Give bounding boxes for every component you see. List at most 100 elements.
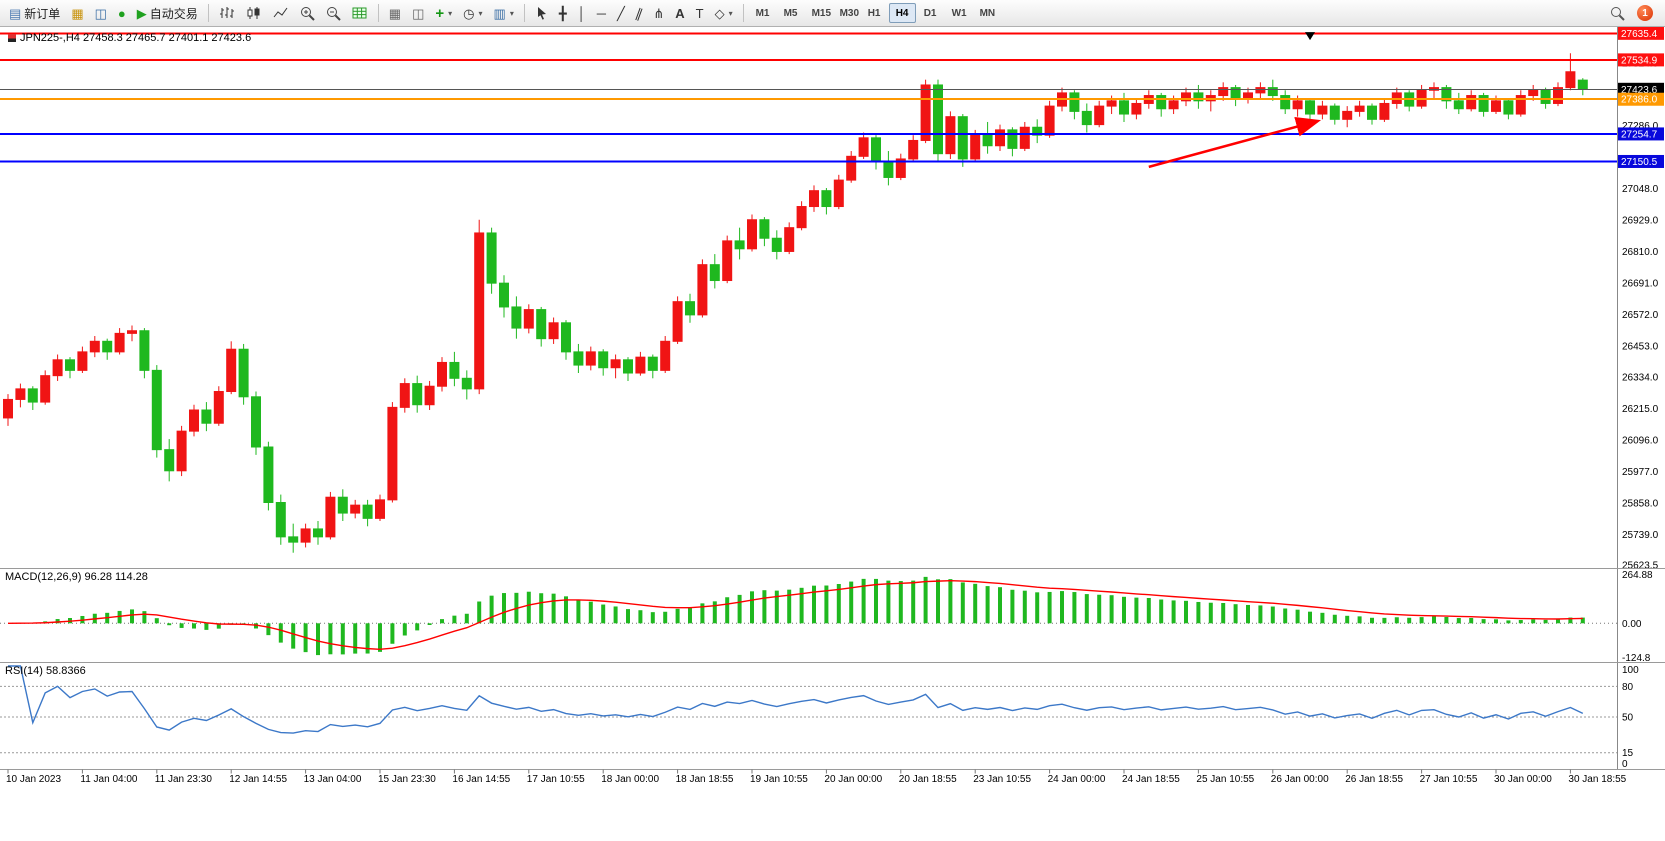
toolbar-separator <box>207 4 209 22</box>
shapes-icon: ◇ <box>714 5 725 21</box>
grid-icon <box>352 7 367 19</box>
search-button[interactable] <box>1605 2 1630 24</box>
profiles-icon: ● <box>117 5 126 21</box>
zoom-in-button[interactable] <box>295 2 320 24</box>
price-scale-label: 27048.0 <box>1622 184 1659 195</box>
candlestick-chart-button[interactable] <box>241 2 267 24</box>
label-tool-button[interactable]: T <box>691 2 709 24</box>
tile-windows-button[interactable]: ▦ <box>384 2 406 24</box>
period-menu-button[interactable]: ◷ ▾ <box>458 2 487 24</box>
zoom-out-icon <box>326 6 341 21</box>
notification-badge[interactable]: 1 <box>1637 5 1653 21</box>
candlestick-chart-icon <box>247 7 260 19</box>
price-scale-label: 26691.0 <box>1622 278 1659 289</box>
price-scale-label: 25858.0 <box>1622 499 1659 510</box>
time-axis-label: 15 Jan 23:30 <box>378 774 436 785</box>
cursor-tool-button[interactable] <box>530 2 553 24</box>
time-axis-label: 12 Jan 14:55 <box>229 774 287 785</box>
timeframe-d1[interactable]: D1 <box>917 3 944 23</box>
horizontal-line-tool-button[interactable]: ─ <box>592 2 611 24</box>
channel-tool-button[interactable]: ∥ <box>631 2 648 24</box>
market-watch-button[interactable]: ▦ <box>66 2 88 24</box>
trendline-icon: ╱ <box>617 5 625 21</box>
vertical-line-icon: │ <box>577 5 586 21</box>
fibonacci-tool-button[interactable]: ⋔ <box>648 2 669 24</box>
new-chart-button[interactable]: ◫ <box>90 2 112 24</box>
price-box-label: 27254.7 <box>1621 129 1658 140</box>
timeframe-h1[interactable]: H1 <box>861 3 888 23</box>
time-axis-label: 16 Jan 14:55 <box>452 774 510 785</box>
add-indicator-button[interactable]: + ▾ <box>430 2 457 24</box>
grid-toggle-button[interactable] <box>347 2 373 24</box>
price-box-27423.6 <box>1618 82 1664 96</box>
rsi-scale-min: 0 <box>1622 759 1628 770</box>
time-axis-label: 27 Jan 10:55 <box>1420 774 1478 785</box>
macd-panel-layer: 264.88 0.00 -124.8 <box>0 570 1653 664</box>
cascade-windows-button[interactable]: ◫ <box>407 2 429 24</box>
price-box-27534.9 <box>1618 53 1664 67</box>
macd-scale-zero: 0.00 <box>1622 619 1642 630</box>
toolbar-separator <box>523 4 525 22</box>
price-scale-label: 26810.0 <box>1622 247 1659 258</box>
trend-arrow[interactable] <box>1148 117 1322 169</box>
new-order-icon: ▤ <box>9 5 22 21</box>
price-scale-label: 26215.0 <box>1622 404 1659 415</box>
arrow-down-marker[interactable] <box>1305 32 1315 41</box>
price-box-label: 27150.5 <box>1621 157 1658 168</box>
price-axis-layer: 27524.027286.027048.026929.026810.026691… <box>0 26 1665 770</box>
timeframe-mn[interactable]: MN <box>973 3 1000 23</box>
time-axis-label: 30 Jan 18:55 <box>1568 774 1626 785</box>
toolbar-separator <box>742 4 744 22</box>
chart-area: 27524.027286.027048.026929.026810.026691… <box>0 26 1665 836</box>
crosshair-tool-button[interactable]: ╋ <box>554 2 572 24</box>
bar-chart-icon <box>219 7 234 18</box>
toolbar-separator <box>377 4 379 22</box>
price-scale-label: 27286.0 <box>1622 121 1659 132</box>
price-scale-label: 26453.0 <box>1622 341 1659 352</box>
price-box-label: 27386.0 <box>1621 95 1658 106</box>
time-axis-label: 24 Jan 00:00 <box>1048 774 1106 785</box>
shapes-tool-button[interactable]: ◇ ▾ <box>710 2 738 24</box>
time-axis-label: 19 Jan 10:55 <box>750 774 808 785</box>
timeframe-m30[interactable]: M30 <box>833 3 860 23</box>
timeframe-m5[interactable]: M5 <box>777 3 804 23</box>
timeframe-h4[interactable]: H4 <box>888 3 916 23</box>
template-menu-button[interactable]: ▥ ▾ <box>489 2 519 24</box>
price-box-27635.4 <box>1618 26 1664 40</box>
time-axis-label: 26 Jan 00:00 <box>1271 774 1329 785</box>
line-chart-button[interactable] <box>268 2 294 24</box>
text-icon: A <box>675 5 685 21</box>
price-scale-label: 25739.0 <box>1622 530 1659 541</box>
new-chart-icon: ◫ <box>94 5 107 21</box>
price-scale-label: 25977.0 <box>1622 467 1659 478</box>
price-scale-label: 26334.0 <box>1622 373 1659 384</box>
trendline-tool-button[interactable]: ╱ <box>612 2 630 24</box>
zoom-in-icon <box>300 6 315 21</box>
tile-windows-icon: ▦ <box>388 5 402 21</box>
price-scale-label: 25623.5 <box>1622 561 1659 572</box>
rsi-scale-max: 100 <box>1622 665 1639 676</box>
chart-canvas[interactable]: 27524.027286.027048.026929.026810.026691… <box>0 26 1665 836</box>
time-axis-label: 11 Jan 04:00 <box>80 774 138 785</box>
vertical-line-tool-button[interactable]: │ <box>573 2 591 24</box>
rsi-scale-15: 15 <box>1622 748 1634 759</box>
price-scale-label: 26929.0 <box>1622 216 1659 227</box>
auto-trading-button[interactable]: ▶ 自动交易 <box>132 2 203 24</box>
macd-histogram <box>18 576 1585 656</box>
timeframe-w1[interactable]: W1 <box>945 3 972 23</box>
zoom-out-button[interactable] <box>321 2 346 24</box>
rsi-scale-80: 80 <box>1622 682 1634 693</box>
time-axis-label: 26 Jan 18:55 <box>1345 774 1403 785</box>
fibonacci-icon: ⋔ <box>653 5 665 21</box>
rsi-scale-50: 50 <box>1622 713 1634 724</box>
profiles-button[interactable]: ● <box>113 2 131 24</box>
time-axis-layer: 10 Jan 2023 11 Jan 04:00 11 Jan 23:30 12 Ja… <box>6 769 1627 785</box>
candles <box>3 53 1588 553</box>
clock-icon: ◷ <box>463 5 475 21</box>
text-tool-button[interactable]: A <box>670 2 689 24</box>
new-order-button[interactable]: ▤ 新订单 <box>4 2 65 24</box>
bar-chart-button[interactable] <box>214 2 240 24</box>
timeframe-m1[interactable]: M1 <box>749 3 776 23</box>
timeframe-m15[interactable]: M15 <box>805 3 832 23</box>
time-axis-label: 20 Jan 18:55 <box>899 774 957 785</box>
